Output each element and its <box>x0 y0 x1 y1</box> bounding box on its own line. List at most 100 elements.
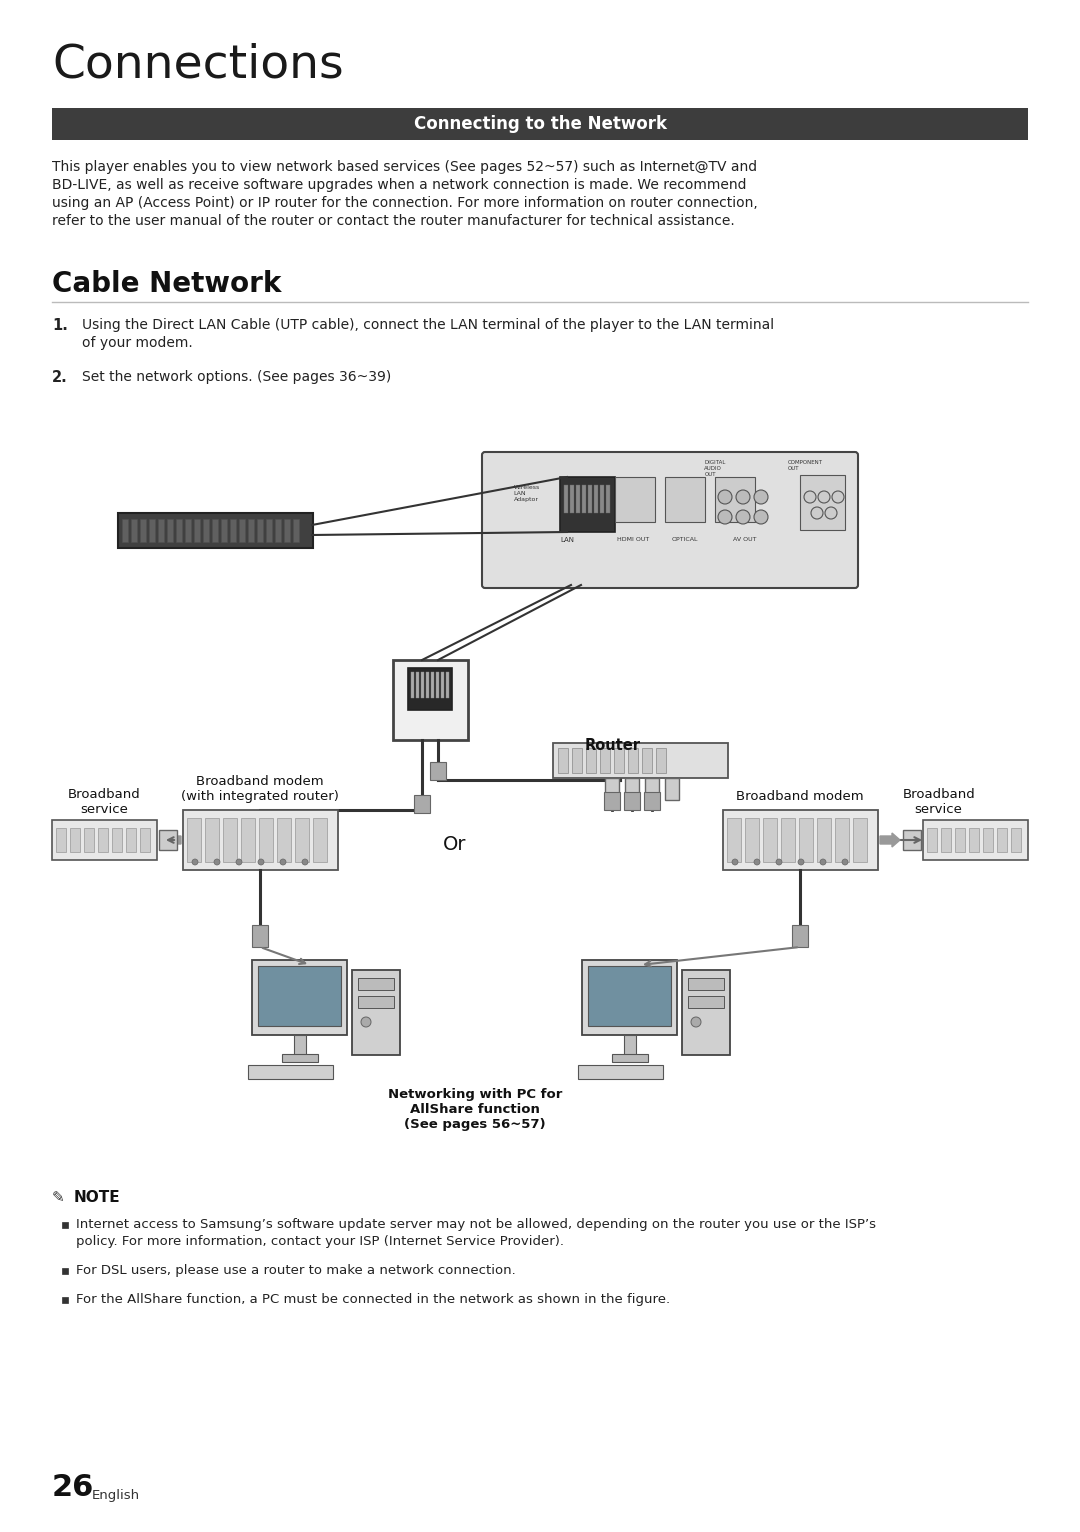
Text: Set the network options. (See pages 36~39): Set the network options. (See pages 36~3… <box>82 371 391 385</box>
Bar <box>431 673 434 699</box>
Text: Connections: Connections <box>52 41 343 87</box>
Circle shape <box>718 490 732 504</box>
Bar <box>688 977 724 990</box>
Bar <box>792 925 808 947</box>
Circle shape <box>214 859 220 866</box>
Bar <box>62 1268 68 1275</box>
Circle shape <box>754 859 760 866</box>
Bar <box>615 476 654 522</box>
Bar <box>357 977 394 990</box>
Text: DIGITAL
AUDIO
OUT: DIGITAL AUDIO OUT <box>704 460 726 476</box>
Circle shape <box>735 510 750 524</box>
Circle shape <box>732 859 738 866</box>
Bar <box>167 519 173 542</box>
Bar <box>816 818 831 863</box>
Text: ✎: ✎ <box>52 1190 65 1206</box>
Circle shape <box>280 859 286 866</box>
Bar <box>436 673 438 699</box>
Bar <box>969 827 978 852</box>
Circle shape <box>192 859 198 866</box>
Bar <box>52 820 157 859</box>
Bar <box>62 1223 68 1229</box>
Text: OPTICAL: OPTICAL <box>672 538 699 542</box>
Text: 26: 26 <box>52 1472 94 1501</box>
Bar <box>313 818 327 863</box>
Bar <box>615 748 624 774</box>
Circle shape <box>691 1017 701 1026</box>
Bar <box>564 486 568 513</box>
Bar <box>252 961 347 1036</box>
Bar <box>923 820 1028 859</box>
Bar <box>187 818 201 863</box>
Bar <box>293 519 299 542</box>
Bar <box>983 827 993 852</box>
Text: of your modem.: of your modem. <box>82 336 192 349</box>
Text: For the AllShare function, a PC must be connected in the network as shown in the: For the AllShare function, a PC must be … <box>76 1293 670 1305</box>
Bar <box>62 1298 68 1304</box>
Bar <box>140 827 150 852</box>
Circle shape <box>820 859 826 866</box>
Bar <box>665 778 679 800</box>
Bar <box>183 810 338 870</box>
Text: Broadband
service: Broadband service <box>68 787 140 817</box>
Bar <box>572 748 582 774</box>
Bar <box>357 996 394 1008</box>
Circle shape <box>811 507 823 519</box>
Bar <box>84 827 94 852</box>
Bar <box>586 748 596 774</box>
Bar <box>122 519 129 542</box>
Circle shape <box>237 859 242 866</box>
Bar <box>294 1036 306 1056</box>
Bar <box>645 778 659 800</box>
Text: refer to the user manual of the router or contact the router manufacturer for te: refer to the user manual of the router o… <box>52 214 734 228</box>
Circle shape <box>842 859 848 866</box>
Bar <box>576 486 580 513</box>
Bar <box>665 476 705 522</box>
Bar <box>126 827 136 852</box>
Circle shape <box>735 490 750 504</box>
Bar <box>205 818 219 863</box>
Text: AV OUT: AV OUT <box>733 538 757 542</box>
Bar <box>1011 827 1021 852</box>
Circle shape <box>361 1017 372 1026</box>
Bar <box>762 818 777 863</box>
Text: HDMI OUT: HDMI OUT <box>617 538 649 542</box>
Bar <box>941 827 951 852</box>
Bar <box>604 792 620 810</box>
Bar <box>582 486 586 513</box>
Bar <box>112 827 122 852</box>
Bar <box>259 818 273 863</box>
Bar <box>781 818 795 863</box>
Text: Internet access to Samsung’s software update server may not be allowed, dependin: Internet access to Samsung’s software up… <box>76 1218 876 1232</box>
Text: policy. For more information, contact your ISP (Internet Service Provider).: policy. For more information, contact yo… <box>76 1235 564 1249</box>
Bar <box>158 519 164 542</box>
Text: For DSL users, please use a router to make a network connection.: For DSL users, please use a router to ma… <box>76 1264 516 1278</box>
Bar <box>997 827 1007 852</box>
Bar <box>903 830 921 850</box>
Bar <box>594 486 598 513</box>
Text: using an AP (Access Point) or IP router for the connection. For more information: using an AP (Access Point) or IP router … <box>52 196 758 210</box>
Bar <box>248 1065 333 1079</box>
Text: 2.: 2. <box>52 371 68 385</box>
Text: Networking with PC for
AllShare function
(See pages 56~57): Networking with PC for AllShare function… <box>388 1088 563 1131</box>
Text: Broadband modem
(with integrated router): Broadband modem (with integrated router) <box>181 775 339 803</box>
Bar <box>421 673 424 699</box>
Bar <box>600 748 610 774</box>
Bar <box>561 476 615 532</box>
Bar <box>131 519 137 542</box>
Bar <box>624 792 640 810</box>
Text: Broadband
service: Broadband service <box>902 787 975 817</box>
Bar <box>627 748 638 774</box>
Bar <box>411 673 414 699</box>
Bar <box>426 673 429 699</box>
Text: Router: Router <box>585 738 642 754</box>
Text: This player enables you to view network based services (See pages 52~57) such as: This player enables you to view network … <box>52 159 757 175</box>
Bar <box>600 486 604 513</box>
Text: English: English <box>92 1489 140 1501</box>
Text: Cable Network: Cable Network <box>52 270 282 299</box>
Text: 1.: 1. <box>52 319 68 332</box>
Circle shape <box>832 490 843 502</box>
Bar <box>799 818 813 863</box>
Bar <box>98 827 108 852</box>
Bar <box>955 827 966 852</box>
